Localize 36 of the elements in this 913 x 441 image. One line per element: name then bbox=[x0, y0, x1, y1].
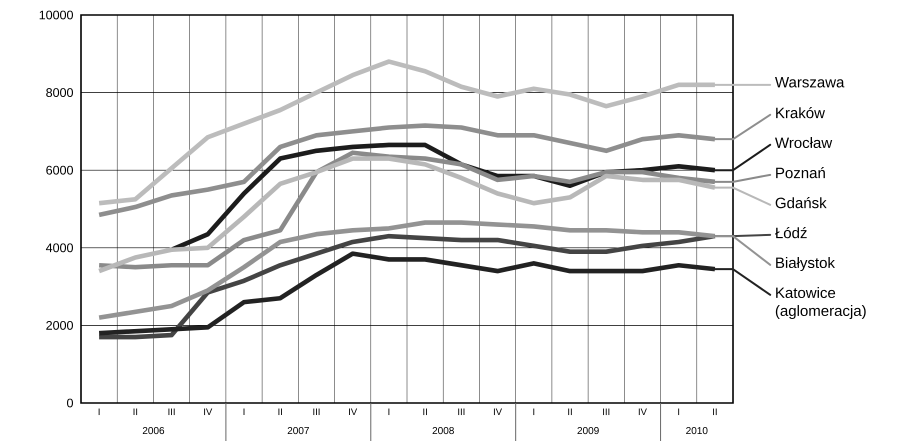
text: 2008 bbox=[432, 427, 454, 434]
y-tick-label: 0 bbox=[67, 398, 73, 408]
x-tick-label: I bbox=[98, 408, 100, 416]
text: 2010 bbox=[686, 427, 708, 434]
x-tick-label: IV bbox=[349, 408, 358, 416]
y-tick-label: 10000 bbox=[40, 10, 73, 20]
x-tick-label: I bbox=[388, 408, 390, 416]
text: Białystok bbox=[776, 257, 835, 272]
y-tick-label: 2000 bbox=[46, 320, 73, 330]
legend-label: Łódź bbox=[775, 227, 807, 238]
x-tick-label: II bbox=[568, 408, 572, 416]
x-tick-label: I bbox=[678, 408, 680, 416]
text: Wrocław bbox=[774, 137, 832, 148]
text: 2009 bbox=[577, 427, 599, 434]
text: Katowice (aglomeracja) bbox=[776, 287, 866, 320]
y-tick-label: 8000 bbox=[46, 88, 73, 98]
x-tick-label: II bbox=[423, 408, 427, 416]
x-tick-label: III bbox=[458, 408, 464, 416]
x-tick-label: IV bbox=[638, 408, 647, 416]
x-tick-label: III bbox=[603, 408, 610, 416]
x-tick-label: I bbox=[533, 408, 534, 416]
text: 2006 bbox=[142, 427, 164, 434]
y-tick-label: 4000 bbox=[46, 243, 73, 252]
text: Kraków bbox=[776, 107, 825, 118]
x-tick-label: IV bbox=[204, 408, 212, 416]
x-tick-label: II bbox=[278, 408, 282, 416]
x-tick-label: III bbox=[313, 408, 320, 416]
x-tick-label: IV bbox=[494, 408, 502, 416]
text: 2007 bbox=[288, 427, 309, 434]
legend-label: Poznań bbox=[776, 167, 825, 178]
y-tick-label: 6000 bbox=[46, 166, 73, 175]
legend-label: Gdańsk bbox=[776, 197, 827, 208]
x-tick-label: III bbox=[168, 408, 175, 416]
legend-label: Warszawa bbox=[774, 77, 844, 88]
x-tick-label: II bbox=[713, 408, 717, 416]
x-tick-label: II bbox=[134, 408, 138, 416]
